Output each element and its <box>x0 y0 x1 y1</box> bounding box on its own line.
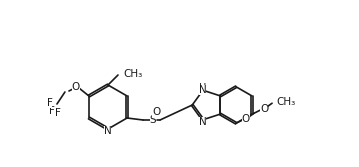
Text: O: O <box>72 82 80 92</box>
Text: O: O <box>242 114 250 124</box>
Text: N: N <box>199 85 206 95</box>
Text: O: O <box>260 104 268 114</box>
Text: S: S <box>150 115 157 125</box>
Text: F: F <box>55 108 61 118</box>
Text: N: N <box>104 125 111 135</box>
Text: CH₃: CH₃ <box>276 97 295 107</box>
Text: O: O <box>152 107 160 117</box>
Text: N: N <box>199 117 206 127</box>
Text: H: H <box>199 83 206 93</box>
Text: CH₃: CH₃ <box>123 69 143 79</box>
Text: F: F <box>47 98 52 108</box>
Text: F: F <box>48 106 54 116</box>
